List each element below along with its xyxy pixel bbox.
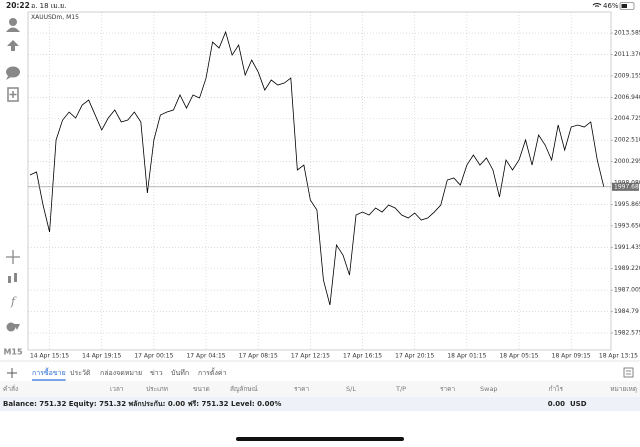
x-tick-label: 14 Apr 15:15	[30, 353, 69, 360]
home-indicator	[236, 437, 404, 441]
x-tick-label: 14 Apr 19:15	[82, 353, 121, 360]
price-line	[29, 30, 605, 306]
chat-icon[interactable]	[6, 66, 20, 81]
tab[interactable]: บันทึก	[171, 368, 189, 377]
column-header: ราคา	[294, 385, 309, 393]
y-tick-label: 1995.865	[614, 201, 640, 208]
column-header: Swap	[480, 385, 498, 393]
account-summary: Balance: 751.32 Equity: 751.32 พลักประกั…	[3, 400, 281, 408]
tab[interactable]: กล่องจดหมาย	[100, 369, 142, 377]
trade-icon[interactable]	[7, 40, 19, 51]
x-tick-label: 17 Apr 16:15	[343, 353, 382, 360]
chart-title: XAUUSDm, M15	[31, 14, 79, 21]
tab-bar: การซื้อขาย ประวัติ กล่องจดหมาย ข่าว บันทึก กา…	[32, 366, 227, 381]
y-tick-label: 2000.295	[614, 158, 640, 165]
y-tick-label: 2004.725	[614, 115, 640, 122]
x-tick-label: 17 Apr 12:15	[291, 353, 330, 360]
crosshair-icon[interactable]	[6, 250, 20, 264]
account-profit: 0.00	[548, 400, 565, 408]
battery-icon	[619, 2, 635, 10]
column-header: T/P	[395, 385, 406, 393]
y-tick-label: 2011.370	[614, 51, 640, 58]
y-tick-label: 2009.155	[614, 72, 640, 79]
objects-icon[interactable]	[6, 322, 21, 332]
candles-icon[interactable]	[8, 273, 17, 283]
y-tick-label: 2006.940	[614, 94, 640, 101]
wifi-icon	[592, 3, 602, 7]
account-icon[interactable]	[6, 18, 20, 32]
balance-row-bg	[0, 397, 640, 411]
column-header: เวลา	[110, 385, 124, 393]
x-tick-label: 17 Apr 04:15	[186, 353, 225, 360]
y-tick-label: 1987.005	[614, 287, 640, 294]
x-tick-label: 18 Apr 13:15	[599, 353, 638, 360]
x-tick-label: 18 Apr 09:15	[552, 353, 591, 360]
column-header: สัญลักษณ์	[230, 385, 258, 393]
column-header: ราคา	[440, 385, 455, 393]
panel-toggle-icon[interactable]	[623, 367, 634, 378]
left-toolbar: f	[6, 18, 20, 332]
chart[interactable]: 2013.585 2011.370 2009.155 2006.940 2004.725…	[28, 12, 640, 360]
x-tick-label: 18 Apr 01:15	[447, 353, 486, 360]
battery-level	[621, 4, 627, 8]
status-time: 20:22	[6, 1, 30, 10]
column-header: กำไร	[549, 385, 564, 393]
y-tick-label: 1991.435	[614, 244, 640, 251]
column-header-bg	[0, 381, 640, 397]
indicator-icon[interactable]: f	[10, 295, 17, 308]
column-header: คำสั่ง	[3, 384, 18, 393]
status-date: อ. 18 เม.ย.	[31, 2, 66, 10]
tab[interactable]: การตั้งค่า	[198, 366, 227, 377]
tab[interactable]: การซื้อขาย	[32, 366, 66, 377]
column-header: S/L	[346, 385, 356, 393]
current-price-label: 1997.687	[614, 183, 640, 190]
y-tick-label: 2013.585	[614, 30, 640, 37]
x-tick-label: 17 Apr 08:15	[239, 353, 278, 360]
column-header: ประเภท	[146, 385, 168, 393]
y-tick-label: 1989.220	[614, 265, 640, 272]
status-battery: 46%	[603, 2, 619, 10]
y-tick-label: 1984.79	[614, 308, 639, 315]
x-tick-label: 17 Apr 00:15	[134, 353, 173, 360]
y-tick-label: 2002.510	[614, 137, 640, 144]
timeframe[interactable]: M15	[3, 348, 23, 357]
tab[interactable]: ประวัติ	[70, 369, 91, 377]
add-chart-icon[interactable]	[7, 87, 19, 102]
x-tick-label: 17 Apr 20:15	[395, 353, 434, 360]
add-button[interactable]	[7, 368, 17, 378]
column-headers: คำสั่ง เวลา ประเภท ขนาด สัญลักษณ์ ราคา S/L T/P ร…	[3, 384, 637, 393]
account-currency: USD	[570, 400, 587, 408]
y-tick-label: 1982.575	[614, 330, 640, 337]
tab[interactable]: ข่าว	[150, 369, 163, 377]
chart-frame	[27, 11, 612, 351]
y-tick-label: 1993.650	[614, 222, 640, 229]
x-tick-label: 18 Apr 05:15	[499, 353, 538, 360]
current-price-box	[612, 182, 639, 191]
column-header: ขนาด	[193, 385, 210, 393]
column-header: หมายเหตุ	[610, 385, 637, 393]
